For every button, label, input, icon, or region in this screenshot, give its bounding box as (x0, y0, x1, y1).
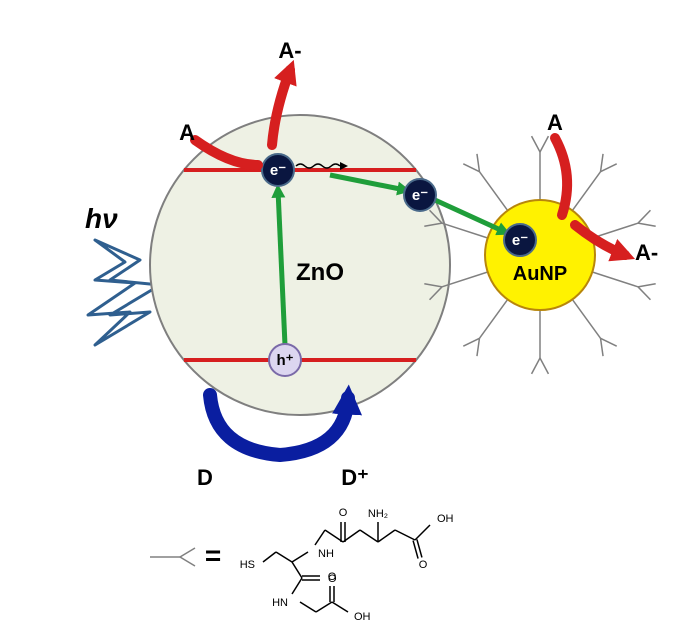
ligand-fork (477, 338, 480, 356)
legend-fork (180, 548, 195, 557)
acceptor-out-label-2: A- (635, 240, 658, 265)
aunp-particle (485, 200, 595, 310)
molecule-structure: OHONH₂ONHHSOHNOOH (240, 507, 454, 623)
svg-text:HN: HN (272, 597, 288, 609)
ligand-fork (638, 284, 656, 287)
ligand-fork (601, 154, 604, 172)
ligand-fork (532, 358, 540, 374)
ligand-fork (540, 136, 548, 152)
acceptor-in-label-2: A (547, 110, 563, 135)
svg-text:OH: OH (354, 611, 371, 623)
hv-label: hν (85, 203, 118, 234)
svg-text:OH: OH (437, 513, 454, 525)
ligand-stem (442, 223, 488, 238)
hole-label: h⁺ (276, 352, 293, 369)
donor-in-label: D (197, 465, 213, 490)
ligand-fork (601, 164, 617, 172)
electron-label: e⁻ (270, 162, 286, 179)
electron-label: e⁻ (412, 187, 428, 204)
ligand-fork (540, 358, 548, 374)
equals-sign: = (205, 540, 221, 571)
svg-text:O: O (419, 559, 428, 571)
diagram-canvas: hνZnOAuNPe⁻e⁻e⁻h⁺AA-AA-DD⁺=OHONH₂ONHHSOH… (0, 0, 681, 642)
ligand-fork (638, 210, 651, 223)
svg-text:HS: HS (240, 559, 255, 571)
legend-fork (180, 557, 195, 566)
ligand-fork (463, 338, 479, 346)
ligand-stem (479, 172, 507, 211)
ligand-fork (638, 223, 656, 226)
acceptor-in-label-1: A (179, 120, 195, 145)
ligand-fork (463, 164, 479, 172)
ligand-stem (479, 299, 507, 338)
acceptor-out-label-1: A- (278, 38, 301, 63)
svg-text:NH: NH (318, 548, 334, 560)
ligand-stem (592, 272, 638, 287)
ligand-fork (601, 338, 617, 346)
zno-label: ZnO (296, 259, 344, 286)
ligand-fork (477, 154, 480, 172)
electron-label: e⁻ (512, 232, 528, 249)
donor-out-label: D⁺ (341, 465, 369, 490)
ligand-fork (638, 287, 651, 300)
ligand-fork (601, 338, 604, 356)
ligand-stem (572, 299, 600, 338)
ligand-stem (592, 223, 638, 238)
aunp-label: AuNP (513, 263, 567, 285)
svg-text:O: O (328, 571, 337, 583)
ligand-stem (572, 172, 600, 211)
ligand-fork (532, 136, 540, 152)
svg-text:NH₂: NH₂ (368, 508, 388, 520)
svg-text:O: O (339, 507, 348, 519)
lightning-icon (88, 240, 160, 345)
